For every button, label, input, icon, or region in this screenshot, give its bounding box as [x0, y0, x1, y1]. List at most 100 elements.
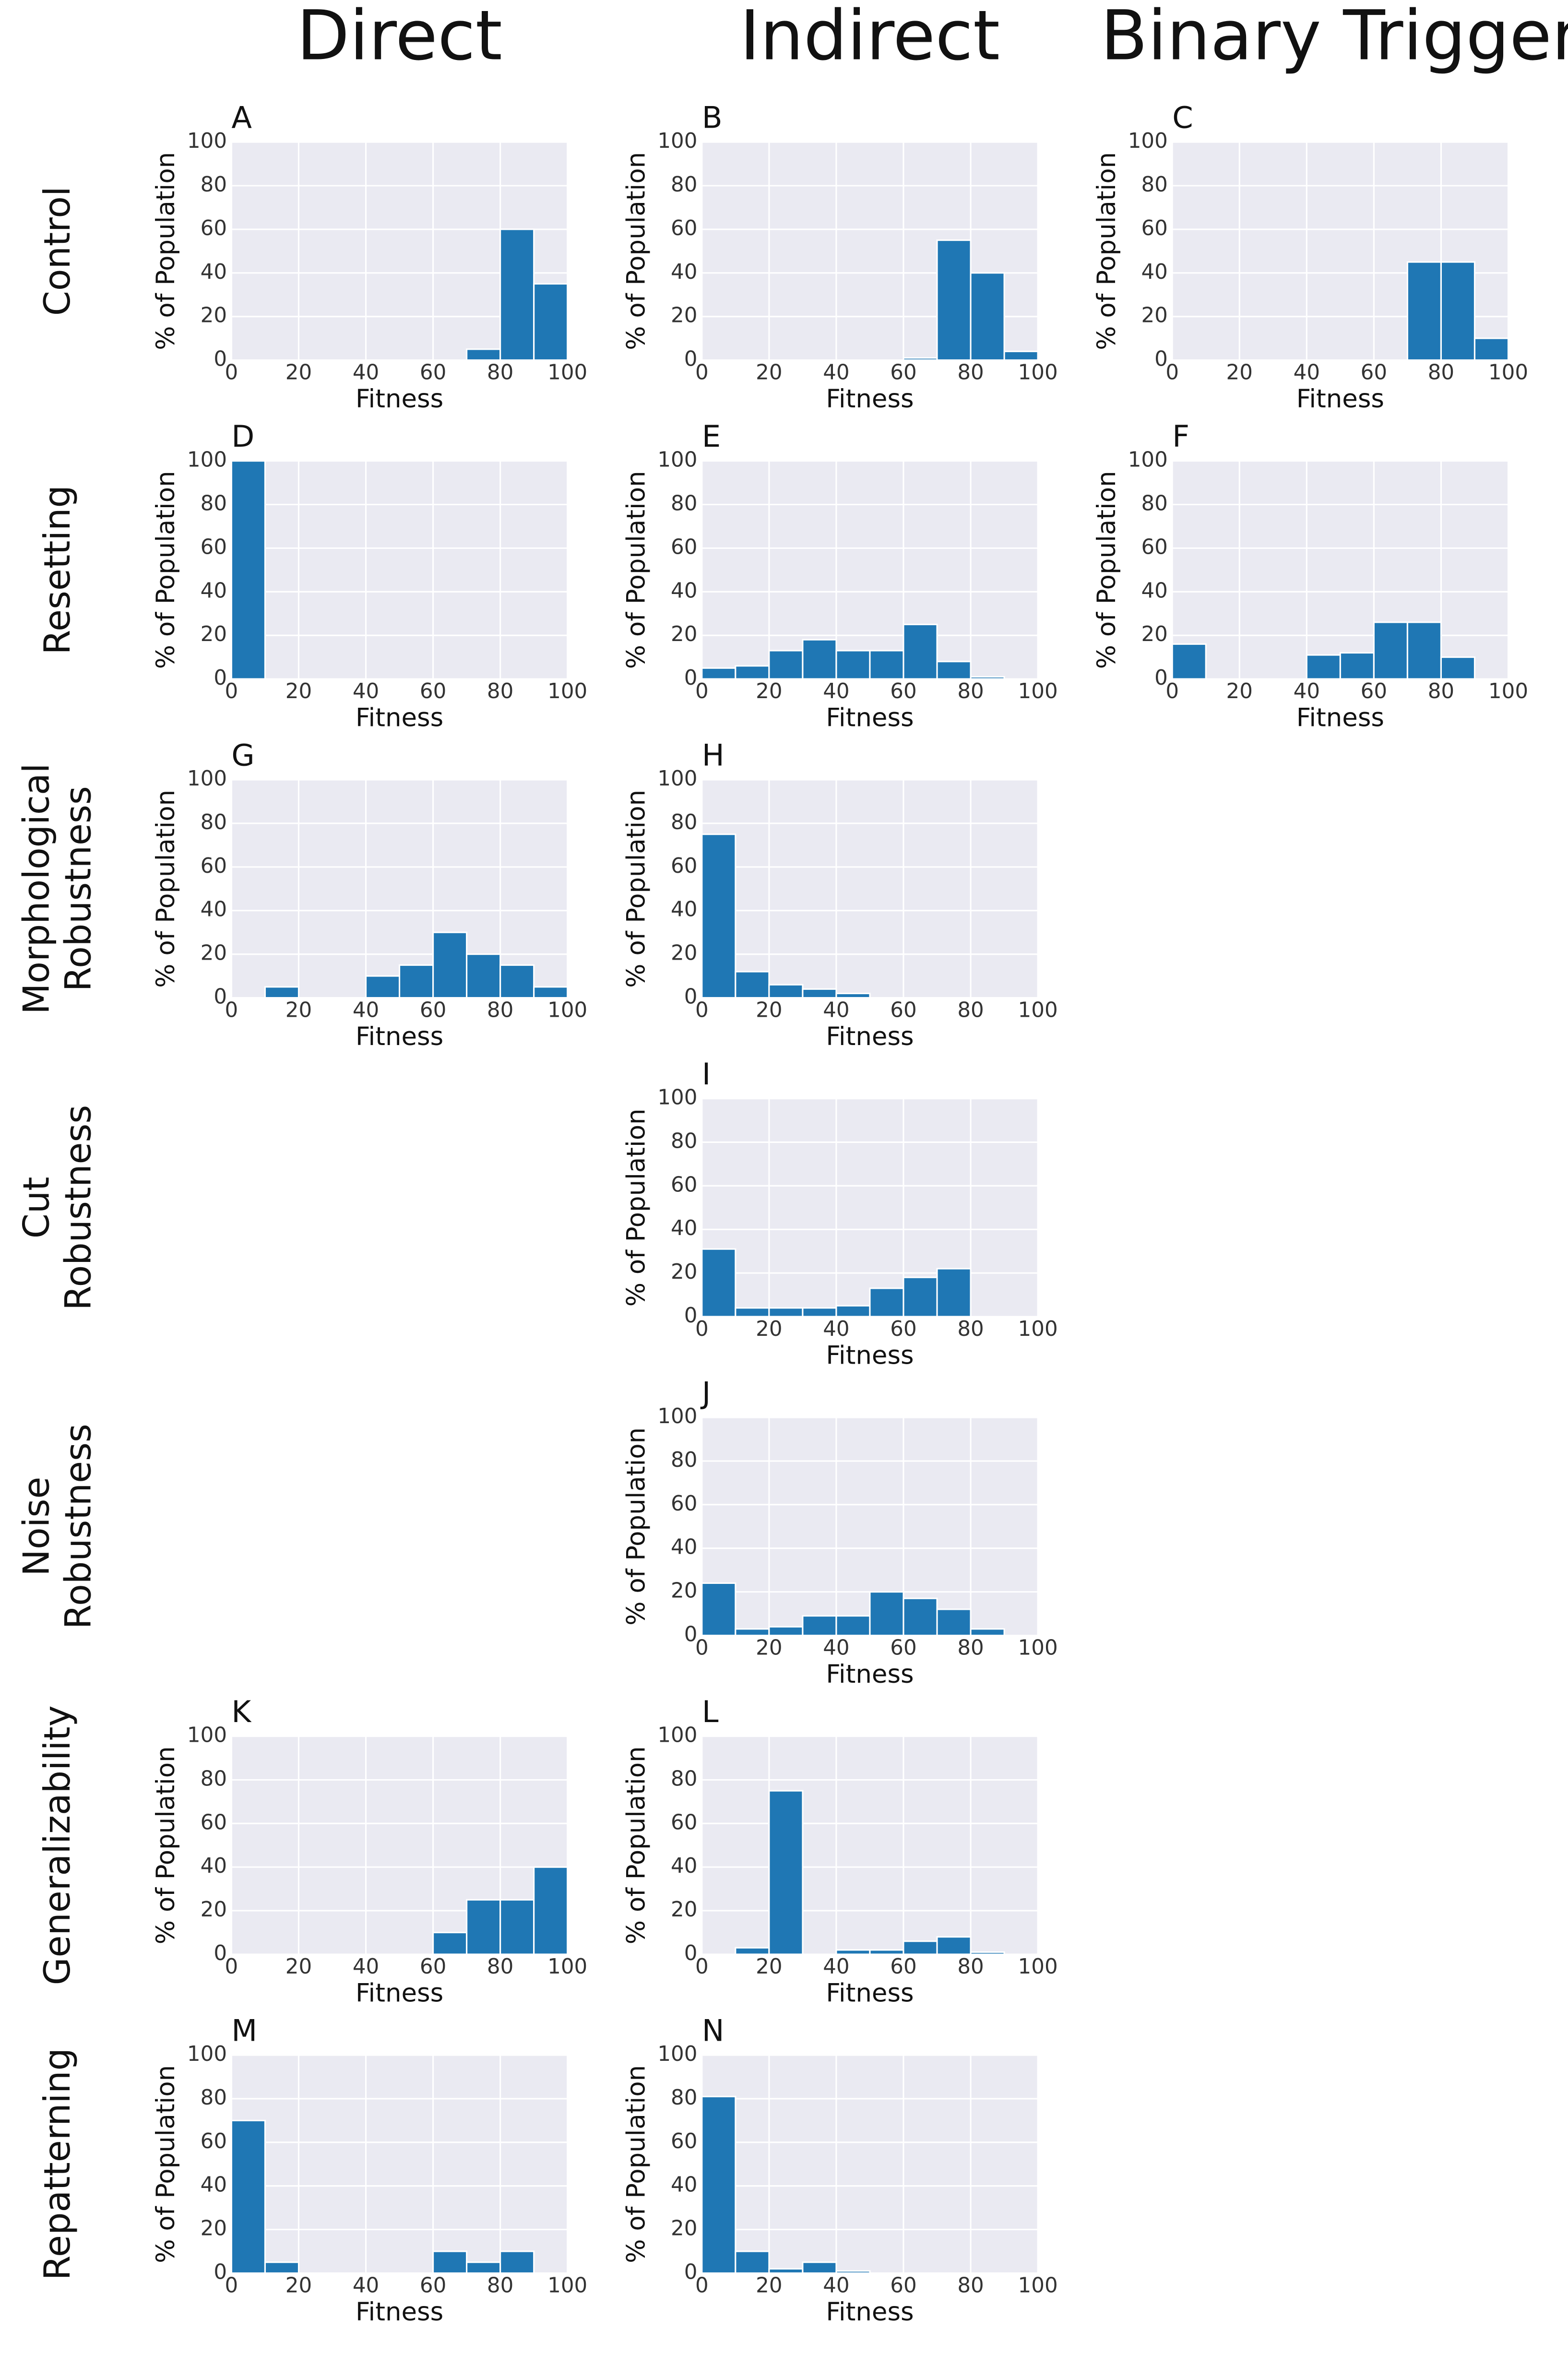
panel-label: M [231, 2013, 257, 2048]
x-tick-label: 20 [756, 2273, 782, 2297]
y-axis-label: % of Population [622, 471, 651, 669]
y-axis-label: % of Population [622, 1427, 651, 1626]
y-tick-label: 20 [671, 941, 697, 965]
y-tick-label: 60 [1141, 535, 1167, 559]
bar [1406, 621, 1442, 680]
x-tick-label: 0 [225, 1955, 238, 1979]
x-axis-label: Fitness [826, 1022, 914, 1051]
bar [1440, 656, 1476, 680]
x-tick-label: 40 [353, 679, 379, 703]
bar [768, 650, 804, 680]
x-axis-label: Fitness [1296, 703, 1384, 733]
bar [1440, 261, 1476, 361]
bar [936, 239, 972, 361]
y-tick-label: 20 [671, 1260, 697, 1284]
bar [903, 623, 938, 680]
bar [936, 1268, 972, 1318]
x-tick-label: 80 [487, 2273, 513, 2297]
bar [735, 1307, 770, 1318]
x-tick-label: 80 [487, 1955, 513, 1979]
bar [768, 1307, 804, 1318]
y-tick-label: 80 [671, 2086, 697, 2110]
y-tick-label: 0 [1154, 666, 1168, 690]
x-tick-label: 0 [225, 679, 238, 703]
x-tick-label: 60 [890, 1317, 916, 1341]
y-tick-label: 80 [201, 810, 227, 834]
panel-label: C [1172, 100, 1193, 135]
y-tick-label: 60 [671, 854, 697, 878]
x-tick-label: 20 [1226, 679, 1253, 703]
plot-background [231, 461, 568, 679]
y-tick-label: 100 [187, 448, 227, 472]
x-tick-label: 40 [353, 361, 379, 385]
x-axis-label: Fitness [356, 384, 443, 414]
y-tick-label: 40 [671, 579, 697, 603]
y-tick-label: 80 [1141, 491, 1167, 515]
bar [466, 2261, 501, 2274]
x-tick-label: 40 [1294, 679, 1320, 703]
y-tick-label: 80 [671, 173, 697, 197]
plot-background [1172, 461, 1509, 679]
y-tick-label: 80 [201, 2086, 227, 2110]
column-header: Binary Trigger [1101, 0, 1568, 76]
x-tick-label: 40 [1294, 361, 1320, 385]
x-axis-label: Fitness [356, 1979, 443, 2008]
bar [903, 1276, 938, 1318]
bar [432, 2250, 468, 2274]
y-tick-label: 60 [201, 535, 227, 559]
y-axis-label: % of Population [622, 2065, 651, 2263]
bar [768, 1626, 804, 1637]
y-tick-label: 0 [214, 985, 227, 1009]
bar [835, 992, 871, 999]
bar [1406, 261, 1442, 361]
y-tick-label: 20 [671, 2217, 697, 2241]
bar [835, 1615, 871, 1637]
panel-label: J [700, 1375, 711, 1410]
bar [970, 272, 1005, 361]
bar [264, 986, 300, 999]
y-tick-label: 60 [671, 1492, 697, 1516]
y-tick-label: 80 [201, 1767, 227, 1791]
x-tick-label: 40 [353, 1955, 379, 1979]
bar [230, 2119, 266, 2274]
x-tick-label: 100 [1018, 361, 1058, 385]
y-tick-label: 60 [671, 1173, 697, 1197]
panel-label: A [231, 100, 252, 135]
y-tick-label: 40 [201, 579, 227, 603]
y-tick-label: 20 [1141, 622, 1167, 646]
bar [768, 2268, 804, 2274]
y-axis-label: % of Population [622, 790, 651, 988]
bar [533, 986, 569, 999]
x-tick-label: 20 [756, 361, 782, 385]
y-tick-label: 0 [214, 2260, 227, 2284]
y-tick-label: 100 [657, 129, 697, 153]
x-tick-label: 20 [756, 1955, 782, 1979]
x-tick-label: 40 [823, 1317, 849, 1341]
x-tick-label: 20 [756, 679, 782, 703]
bar [903, 1940, 938, 1955]
y-tick-label: 100 [657, 767, 697, 791]
column-header: Indirect [740, 0, 1000, 76]
y-axis-label: % of Population [151, 471, 180, 669]
bar [802, 988, 837, 999]
panel-label: H [702, 737, 725, 773]
y-tick-label: 100 [1128, 448, 1168, 472]
y-tick-label: 20 [201, 622, 227, 646]
plot-background [701, 1098, 1038, 1317]
y-tick-label: 40 [671, 1854, 697, 1878]
y-tick-label: 20 [201, 2217, 227, 2241]
y-tick-label: 0 [214, 347, 227, 371]
bar [768, 1790, 804, 1955]
x-tick-label: 100 [547, 2273, 587, 2297]
y-tick-label: 0 [1154, 347, 1168, 371]
x-tick-label: 20 [285, 999, 312, 1022]
y-tick-label: 20 [201, 304, 227, 328]
bar [970, 1951, 1005, 1955]
y-tick-label: 80 [1141, 173, 1167, 197]
x-axis-label: Fitness [356, 1022, 443, 1051]
